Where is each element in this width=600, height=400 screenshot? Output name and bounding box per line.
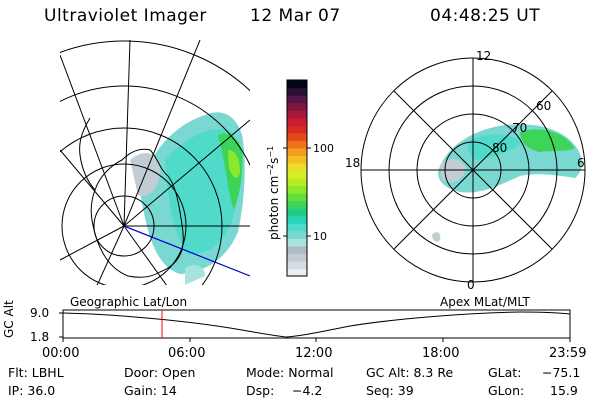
- xtick-1200: 12:00: [295, 346, 333, 361]
- left-aurora-emission: [130, 112, 245, 285]
- colorbar-swatch: [287, 200, 307, 209]
- coastline: [90, 148, 184, 278]
- colorbar-swatch: [287, 125, 307, 134]
- mlt-label-0: 0: [467, 278, 475, 292]
- longitude-lines: [60, 40, 250, 285]
- status-dsp-label: Dsp:: [246, 383, 275, 398]
- colorbar-swatch: [287, 253, 307, 262]
- timeline-ticks: [59, 312, 571, 342]
- status-flt: Flt: LBHL: [8, 365, 64, 380]
- status-dsp-value: −4.2: [292, 383, 323, 398]
- colorbar-swatch: [287, 208, 307, 217]
- colorbar-swatch: [287, 230, 307, 239]
- status-glon-value: 15.9: [550, 383, 578, 398]
- right-aurora-emission: [432, 124, 582, 242]
- colorbar-swatch: [287, 117, 307, 126]
- colorbar-swatch: [287, 87, 307, 96]
- mlt-label-12: 12: [476, 49, 491, 63]
- colorbar-swatch: [287, 162, 307, 172]
- mlt-label-18: 18: [345, 156, 360, 170]
- status-glat-label: GLat:: [488, 365, 522, 380]
- colorbar-unit-s: s: [267, 158, 281, 164]
- colorbar-unit-exp1: −2: [266, 164, 275, 176]
- colorbar-swatch: [287, 132, 307, 141]
- colorbar-tick-100: 100: [313, 142, 334, 155]
- colorbar-swatch: [287, 170, 307, 179]
- colorbar-swatch: [287, 238, 307, 247]
- colorbar-swatch: [287, 223, 307, 232]
- status-gain: Gain: 14: [124, 383, 177, 398]
- geographic-label: Geographic Lat/Lon: [70, 295, 188, 309]
- instrument-title: Ultraviolet Imager: [44, 6, 207, 26]
- mlat-label-70: 70: [512, 121, 527, 135]
- colorbar-swatch: [287, 155, 307, 164]
- ytick-1-8: 1.8: [30, 330, 50, 344]
- spacecraft-track-line: [123, 225, 250, 277]
- mlat-label-80: 80: [492, 141, 507, 155]
- timeline-ylabel: GC Alt: [2, 300, 16, 338]
- colorbar-swatch: [287, 245, 307, 254]
- geographic-map: [60, 40, 250, 285]
- xtick-1800: 18:00: [422, 346, 460, 361]
- colorbar-swatch: [287, 102, 307, 111]
- colorbar-swatch: [287, 147, 307, 156]
- status-door: Door: Open: [124, 365, 196, 380]
- xtick-2359: 23:59: [549, 346, 587, 361]
- magnetic-polar-map: 12 18 6 0 80 70 60: [345, 49, 586, 292]
- xtick-0000: 00:00: [42, 346, 80, 361]
- status-seq: Seq: 39: [366, 383, 414, 398]
- colorbar-unit-exp2: −1: [266, 146, 275, 158]
- colorbar-swatch: [287, 95, 307, 104]
- colorbar-swatch: [287, 140, 307, 149]
- status-ip: IP: 36.0: [8, 383, 56, 398]
- status-gc-alt: GC Alt: 8.3 Re: [366, 365, 454, 380]
- colorbar-swatch: [287, 215, 307, 224]
- colorbar-swatch: [287, 178, 307, 187]
- colorbar-unit-label: photon cm−2s−1: [266, 146, 281, 240]
- time-label: 04:48:25 UT: [430, 6, 541, 26]
- colorbar-swatch: [287, 193, 307, 202]
- status-glat-value: −75.1: [542, 365, 581, 380]
- colorbar-swatch: [287, 110, 307, 119]
- xtick-0600: 06:00: [168, 346, 206, 361]
- status-mode: Mode: Normal: [246, 365, 334, 380]
- colorbar-tick-10: 10: [313, 230, 327, 243]
- apex-label: Apex MLat/MLT: [440, 295, 530, 309]
- date-label: 12 Mar 07: [250, 6, 341, 26]
- altitude-curve: [62, 311, 571, 338]
- colorbar-swatch: [287, 185, 307, 194]
- colorbar-unit: photon cm: [267, 176, 281, 240]
- colorbar-swatch: [287, 80, 307, 89]
- peninsula: [79, 117, 96, 191]
- mlt-lines: [361, 58, 585, 282]
- ytick-9: 9.0: [30, 306, 50, 320]
- colorbar-swatch: [287, 260, 307, 270]
- altitude-timeline: [59, 309, 571, 342]
- mlt-label-6: 6: [577, 156, 585, 170]
- colorbar-swatch: [287, 268, 307, 277]
- status-glon-label: GLon:: [488, 383, 525, 398]
- colorbar: 100 10 photon cm−2s−1: [266, 79, 334, 277]
- mlat-label-60: 60: [536, 99, 551, 113]
